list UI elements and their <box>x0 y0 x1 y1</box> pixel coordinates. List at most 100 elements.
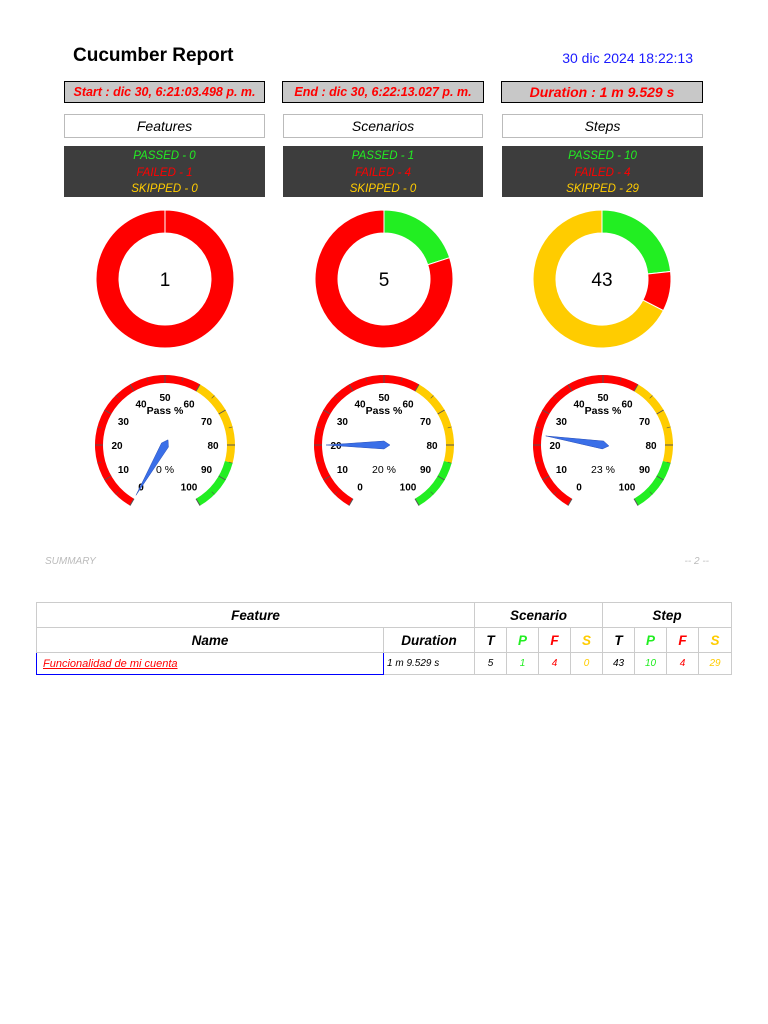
duration-column-header: Duration <box>383 627 475 653</box>
scenarios-passed: PASSED - 1 <box>351 150 415 162</box>
gauge-tick-label: 20 <box>111 441 123 452</box>
gauge-tick-label: 100 <box>619 483 636 494</box>
gauge-tick <box>619 377 622 382</box>
feature-name-link[interactable]: Funcionalidad de mi cuenta <box>43 657 178 670</box>
gauge-tick <box>218 475 226 481</box>
features-stats: PASSED - 0 FAILED - 1 SKIPPED - 0 <box>64 146 265 197</box>
gauge-band <box>415 461 452 506</box>
donut-total-label: 43 <box>591 270 612 291</box>
summary-label: SUMMARY <box>45 556 96 567</box>
gauge-tick <box>656 475 664 481</box>
gauge-tick <box>115 395 119 399</box>
gauge-tick <box>666 461 671 464</box>
gauge-tick <box>97 461 102 464</box>
gauge-tick-label: 70 <box>201 417 213 428</box>
gauge-tick-label: 30 <box>556 417 568 428</box>
step-failed-header: F <box>666 627 700 653</box>
gauge-tick-label: 60 <box>402 399 414 410</box>
gauge-tick-label: 20 <box>330 441 342 452</box>
gauge-tick <box>195 384 201 392</box>
gauge-tick-label: 100 <box>400 483 417 494</box>
feature-duration: 1 m 9.529 s <box>383 652 475 675</box>
gauge-tick-label: 80 <box>207 441 219 452</box>
step-skipped: 29 <box>698 652 733 675</box>
duration-box: Duration : 1 m 9.529 s <box>501 81 703 103</box>
gauge-tick <box>447 426 452 429</box>
gauge-tick-label: 90 <box>420 465 432 476</box>
gauge-band <box>415 384 454 464</box>
gauge-tick-label: 0 <box>576 483 582 494</box>
end-time-box: End : dic 30, 6:22:13.027 p. m. <box>282 81 484 103</box>
scenarios-header: Scenarios <box>283 114 483 138</box>
gauge-tick-label: 10 <box>337 465 349 476</box>
steps-stats: PASSED - 10 FAILED - 4 SKIPPED - 29 <box>502 146 703 197</box>
gauge-value-label: 20 % <box>372 464 396 476</box>
gauge-tick <box>195 498 201 506</box>
gauge-tick <box>323 409 331 415</box>
donut-total-label: 5 <box>379 270 390 291</box>
scenario-total: 5 <box>474 652 507 675</box>
donut-slice-skipped <box>532 209 665 349</box>
scenario-failed-header: F <box>538 627 571 653</box>
gauge-tick-label: 0 <box>138 483 144 494</box>
feature-name-cell[interactable]: Funcionalidad de mi cuenta <box>36 652 384 675</box>
scenario-total-header: T <box>474 627 507 653</box>
gauge-tick-label: 0 <box>357 483 363 494</box>
gauge-tick <box>567 498 573 506</box>
gauge-tick <box>323 475 331 481</box>
gauge-tick <box>129 384 135 392</box>
gauge-tick <box>666 426 671 429</box>
features-passed: PASSED - 0 <box>133 150 196 162</box>
gauge-band <box>196 384 235 464</box>
features-skipped: SKIPPED - 0 <box>131 183 198 195</box>
gauge-tick <box>228 461 233 464</box>
gauge-band <box>196 461 233 506</box>
gauge-tick-label: 10 <box>556 465 568 476</box>
gauge-tick <box>146 377 149 382</box>
features-donut-chart: 1 <box>95 209 235 349</box>
report-title: Cucumber Report <box>73 45 234 66</box>
gauge-tick <box>437 409 445 415</box>
donut-slice-failed <box>95 209 235 349</box>
gauge-tick <box>542 409 550 415</box>
gauge-tick <box>211 395 215 399</box>
gauge-value-label: 0 % <box>156 464 174 476</box>
gauge-tick-label: 30 <box>118 417 130 428</box>
donut-slice-passed <box>601 209 672 275</box>
gauge-tick-label: 30 <box>337 417 349 428</box>
gauge-tick-label: 80 <box>645 441 657 452</box>
gauge-tick-label: 40 <box>135 399 147 410</box>
gauge-tick <box>649 491 653 495</box>
gauge-tick <box>316 461 321 464</box>
gauge-tick <box>430 395 434 399</box>
gauge-tick <box>535 426 540 429</box>
scenarios-skipped: SKIPPED - 0 <box>349 183 417 195</box>
gauge-tick-label: 50 <box>597 393 609 404</box>
gauge-tick <box>129 498 135 506</box>
gauge-tick-label: 80 <box>426 441 438 452</box>
gauge-tick <box>104 475 112 481</box>
gauge-tick-label: 10 <box>118 465 130 476</box>
gauge-tick <box>316 426 321 429</box>
step-passed-header: P <box>634 627 668 653</box>
gauge-band <box>634 461 671 506</box>
steps-header: Steps <box>502 114 703 138</box>
gauge-tick-label: 60 <box>621 399 633 410</box>
gauge-title: Pass % <box>147 405 184 417</box>
gauge-tick <box>633 384 639 392</box>
page-indicator: -- 2 -- <box>684 556 709 567</box>
donut-total-label: 1 <box>160 270 171 291</box>
scenarios-stats: PASSED - 1 FAILED - 4 SKIPPED - 0 <box>283 146 483 197</box>
gauge-tick-label: 70 <box>420 417 432 428</box>
gauge-tick <box>97 426 102 429</box>
gauge-tick <box>553 395 557 399</box>
name-column-header: Name <box>36 627 384 653</box>
gauge-tick <box>414 384 420 392</box>
gauge-tick <box>553 491 557 495</box>
gauge-tick-label: 40 <box>354 399 366 410</box>
step-group-header: Step <box>602 602 733 628</box>
scenario-failed: 4 <box>538 652 571 675</box>
gauge-tick <box>567 384 573 392</box>
gauge-tick <box>104 409 112 415</box>
